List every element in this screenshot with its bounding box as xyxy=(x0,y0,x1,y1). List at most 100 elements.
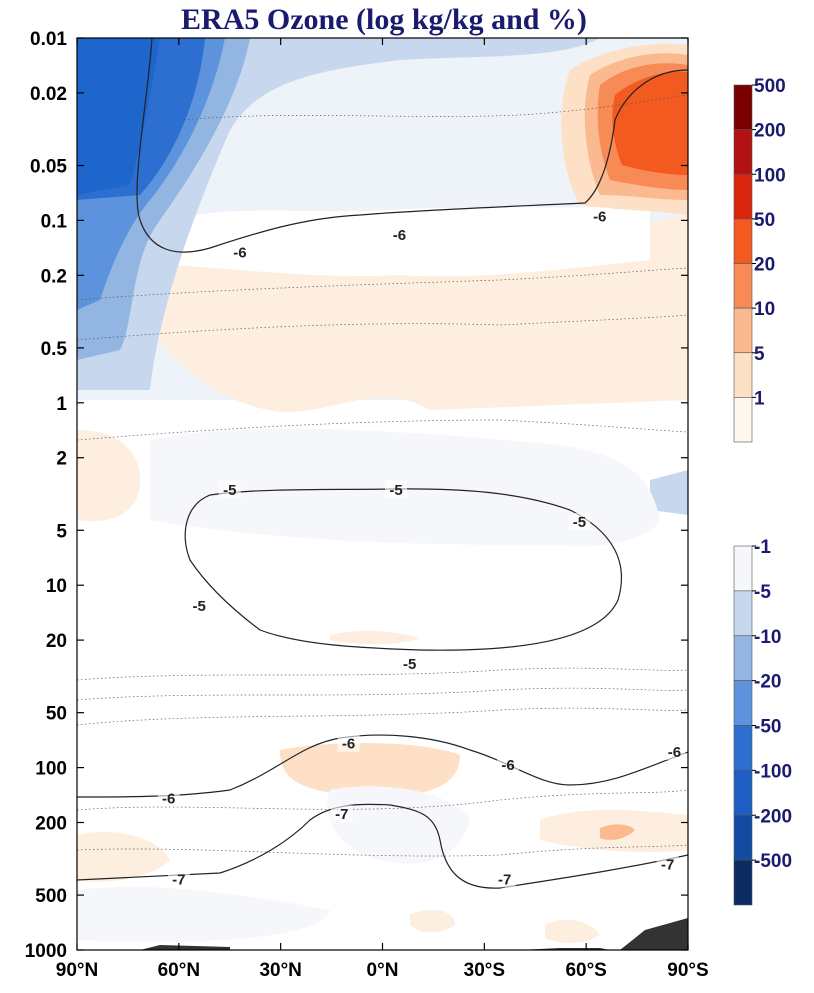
colorbar-positive-swatch xyxy=(733,218,753,264)
contour-label: -7 xyxy=(498,871,511,888)
y-tick-label: 200 xyxy=(35,814,67,835)
contour-label-bg xyxy=(337,734,360,752)
y-tick-label: 2 xyxy=(56,449,67,470)
colorbar-negative-swatch xyxy=(733,680,753,726)
x-tick-label: 30°N xyxy=(259,960,301,981)
y-tick-label: 0.02 xyxy=(30,84,67,105)
region-orange-nh-1hpa-lower xyxy=(330,630,420,645)
y-axis: 0.01 0.02 0.05 0.1 0.2 0.5 1 2 5 10 20 50 100 200 500 1… xyxy=(25,29,688,962)
contour-label-bg xyxy=(167,870,190,888)
contour-label-bg xyxy=(330,805,353,823)
colorbar-negative-swatch xyxy=(733,725,753,771)
contour-label: -7 xyxy=(335,806,348,823)
contour-label-bg xyxy=(568,512,591,530)
colorbar-negative: -1 -5 -10 -20 -50 -100 -200 -500 xyxy=(733,537,792,906)
colorbar-positive-label: 50 xyxy=(754,210,775,231)
region-lightblue-sh-3hpa xyxy=(650,470,688,515)
y-tick-label: 50 xyxy=(46,704,67,725)
region-dark-ground-right xyxy=(620,918,688,950)
colorbar-positive-swatch xyxy=(733,84,753,130)
y-tick-label: 0.5 xyxy=(41,339,68,360)
filled-contours xyxy=(77,38,688,950)
contour-label-bg xyxy=(157,789,180,807)
colorbar-positive-label: 5 xyxy=(754,344,765,365)
chart-title: ERA5 Ozone (log kg/kg and %) xyxy=(181,3,587,36)
colorbar-negative-swatch xyxy=(733,814,753,861)
y-tick-label: 10 xyxy=(46,576,67,597)
colorbar-positive-swatch xyxy=(733,263,753,309)
y-tick-label: 0.01 xyxy=(30,29,67,50)
colorbar-positive-label: 100 xyxy=(754,165,786,186)
x-axis: 90°N 60°N 30°N 0°N 30°S 60°S 90°S xyxy=(56,38,709,981)
contour-label: -7 xyxy=(172,871,185,888)
contour-label: -6 xyxy=(668,744,681,761)
contour-label-bg xyxy=(663,742,686,760)
y-tick-label: 1000 xyxy=(25,941,67,962)
y-tick-label: 100 xyxy=(35,759,67,780)
contour-label: -5 xyxy=(389,482,402,499)
region-orange-tropics-100b xyxy=(280,743,460,797)
x-tick-label: 60°N xyxy=(158,960,200,981)
y-tick-label: 20 xyxy=(46,631,67,652)
colorbar-positive: 500 200 100 50 20 10 5 1 xyxy=(733,76,786,443)
dotted-contours xyxy=(77,94,688,857)
region-grey-trop-lower xyxy=(77,886,330,942)
region-orange-low-2 xyxy=(545,919,600,943)
region-blue-deepest xyxy=(77,38,160,195)
colorbar-negative-swatch xyxy=(733,859,753,906)
contour-label-bg xyxy=(218,480,241,498)
colorbar-positive-label: 1 xyxy=(754,388,765,409)
contour-label-bg xyxy=(228,243,251,261)
x-tick-label: 90°S xyxy=(667,960,708,981)
colorbar-positive-label: 10 xyxy=(754,299,775,320)
y-tick-label: 500 xyxy=(35,886,67,907)
contour-label: -5 xyxy=(223,482,236,499)
contour-label: -6 xyxy=(501,757,514,774)
x-tick-label: 60°S xyxy=(565,960,606,981)
contour-label-bg xyxy=(588,207,611,225)
contour-label-bg xyxy=(385,480,408,498)
region-orange-low-1 xyxy=(410,909,455,933)
contour-labels: -6 -6 -6 -5 -5 -5 -5 -5 -6 -6 -6 -6 -7 -7 -7 -7 xyxy=(157,207,686,888)
contour-label-bg xyxy=(398,654,421,672)
contour-label: -5 xyxy=(193,598,206,615)
contour-label-bg xyxy=(188,596,211,614)
y-tick-label: 5 xyxy=(56,521,67,542)
colorbar-negative-swatch xyxy=(733,545,753,592)
contour-label-bg xyxy=(656,855,679,873)
x-tick-label: 0°N xyxy=(367,960,399,981)
contour-label: -6 xyxy=(233,245,246,262)
contour-label: -7 xyxy=(661,857,674,874)
contour-label: -5 xyxy=(573,514,586,531)
region-orange-nh-2hpa xyxy=(77,430,140,522)
colorbar-negative-label: -20 xyxy=(754,672,781,693)
colorbar-positive-label: 500 xyxy=(754,76,786,97)
contour-label: -6 xyxy=(393,227,406,244)
contour-minus6-lower xyxy=(77,734,688,798)
region-dark-ground-left xyxy=(140,945,230,950)
colorbar-positive-label: 20 xyxy=(754,255,775,276)
colorbar-positive-swatch xyxy=(733,352,753,398)
contour-minus7 xyxy=(77,803,688,889)
colorbar-negative-label: -100 xyxy=(754,761,792,782)
region-orange-deep xyxy=(612,71,688,175)
x-tick-label: 30°S xyxy=(464,960,505,981)
contour-label-bg xyxy=(388,225,411,243)
region-grey-trop-mid xyxy=(327,786,470,864)
contour-label: -6 xyxy=(162,791,175,808)
colorbar-negative-label: -500 xyxy=(754,851,792,872)
contour-label: -6 xyxy=(593,208,606,225)
colorbar-positive-swatch xyxy=(733,307,753,354)
y-tick-label: 0.1 xyxy=(41,211,68,232)
contour-label: -5 xyxy=(403,656,416,673)
contour-minus6-upper xyxy=(136,38,688,253)
colorbar-negative-label: -50 xyxy=(754,717,781,738)
contour-label-bg xyxy=(497,756,520,774)
y-tick-label: 0.2 xyxy=(41,266,67,287)
y-tick-label: 1 xyxy=(56,394,67,415)
colorbar-positive-swatch xyxy=(733,129,753,175)
contour-label: -6 xyxy=(342,736,355,753)
region-orange-trop-left xyxy=(77,831,170,882)
colorbar-negative-swatch xyxy=(733,590,753,637)
